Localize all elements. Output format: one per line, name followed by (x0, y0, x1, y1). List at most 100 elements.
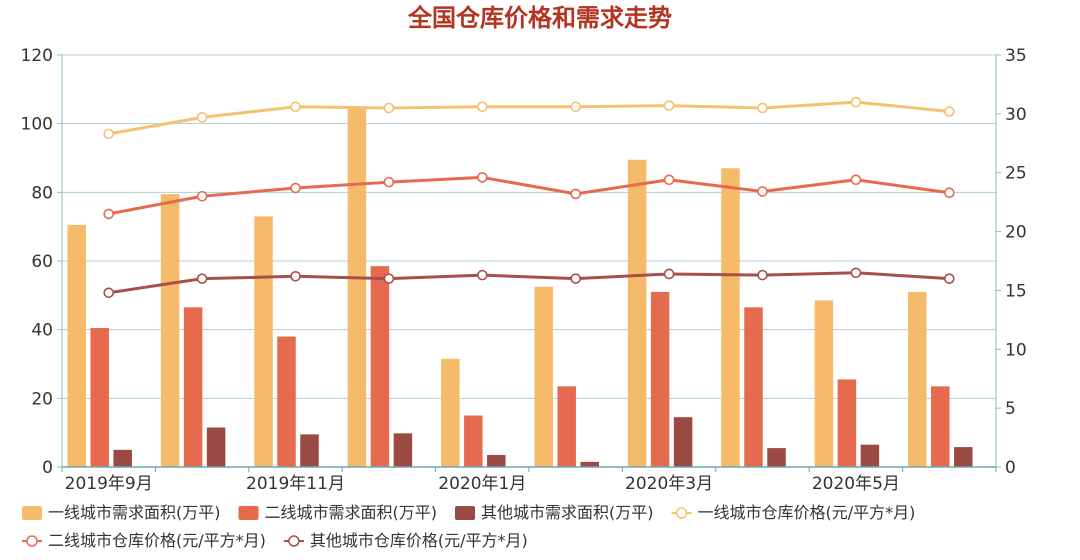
x-tick-label: 2020年1月 (438, 474, 526, 494)
line-point (290, 182, 301, 194)
bar (931, 386, 950, 467)
bar (744, 307, 763, 467)
bar (650, 291, 670, 467)
legend-swatch-point (26, 535, 38, 547)
axes: 0 20 40 60 80 100 120 0 5 10 15 20 25 30 35 2019年9月 2019… (21, 46, 1027, 494)
series-line (108, 271, 950, 295)
bar (67, 224, 86, 467)
bar (954, 447, 973, 467)
bar (370, 266, 390, 467)
line-point (943, 273, 955, 284)
line-point (383, 176, 395, 188)
bar (557, 386, 576, 467)
line-point (103, 208, 114, 220)
right-tick-label: 35 (1005, 46, 1027, 66)
line-point (290, 271, 301, 282)
line-point (570, 101, 582, 113)
x-tick-label: 2019年9月 (65, 474, 153, 494)
line-point (383, 102, 395, 114)
line-point (850, 267, 862, 279)
line-point (476, 172, 488, 183)
bar (487, 454, 506, 467)
bar (393, 433, 413, 467)
bar (277, 336, 296, 467)
bar (160, 194, 180, 468)
line-point (757, 269, 768, 281)
chart-title: 全国仓库价格和需求走势 (407, 4, 672, 32)
line-point (383, 273, 395, 284)
line-point (757, 186, 768, 197)
line-point (196, 190, 208, 202)
bar (860, 444, 880, 467)
left-tick-label: 120 (21, 46, 53, 66)
legend-swatch (22, 506, 42, 520)
legend-label: 一线城市仓库价格(元/平方*月) (698, 503, 916, 522)
line-point (757, 102, 768, 114)
bar (837, 379, 857, 467)
bar (721, 168, 740, 468)
x-tick-label: 2019年11月 (246, 474, 345, 494)
bars (67, 106, 973, 468)
legend-label: 其他城市仓库价格(元/平方*月) (310, 531, 528, 550)
line-point (663, 100, 675, 111)
bar (767, 448, 786, 467)
bar (627, 159, 647, 467)
line-point (196, 112, 208, 123)
left-tick-label: 20 (31, 389, 53, 409)
left-tick-label: 100 (21, 115, 53, 135)
legend: 一线城市需求面积(万平) 二线城市需求面积(万平) 其他城市需求面积(万平) 一线城市… (22, 503, 915, 550)
line-point (476, 269, 488, 281)
line-point (570, 273, 582, 284)
x-tick-label: 2020年3月 (625, 474, 713, 494)
bar (908, 291, 927, 467)
legend-label: 二线城市需求面积(万平) (265, 503, 438, 522)
line-point (850, 174, 862, 186)
line-point (103, 128, 114, 140)
left-tick-label: 80 (31, 183, 53, 203)
bar (90, 327, 109, 467)
legend-label: 二线城市仓库价格(元/平方*月) (48, 531, 266, 550)
bar (534, 286, 553, 467)
price-lines (103, 96, 955, 299)
right-tick-label: 0 (1005, 458, 1016, 478)
right-tick-label: 30 (1005, 105, 1027, 125)
legend-swatch-point (288, 535, 300, 547)
bar (673, 417, 693, 467)
line-point (103, 287, 114, 299)
line-point (943, 187, 955, 199)
bar (464, 415, 483, 467)
line-point (196, 273, 208, 284)
bar (300, 434, 319, 467)
line-point (570, 188, 582, 200)
bar (206, 427, 226, 467)
legend-swatch (455, 506, 475, 520)
line-point (663, 174, 675, 186)
series-line (108, 175, 950, 216)
left-tick-label: 40 (31, 321, 53, 341)
line-point (290, 101, 301, 113)
right-tick-label: 25 (1005, 164, 1027, 184)
line-point (663, 268, 675, 280)
line-point (476, 101, 488, 113)
left-tick-label: 60 (31, 252, 53, 272)
legend-label: 一线城市需求面积(万平) (48, 503, 221, 522)
right-tick-label: 10 (1005, 340, 1027, 360)
right-tick-label: 15 (1005, 281, 1027, 301)
bar (441, 358, 460, 467)
legend-swatch (238, 506, 259, 520)
line-point (943, 106, 955, 117)
bar (580, 461, 599, 467)
x-tick-label: 2020年5月 (812, 474, 900, 494)
legend-label: 其他城市需求面积(万平) (481, 503, 654, 522)
right-tick-label: 5 (1005, 399, 1016, 419)
bar (254, 216, 273, 467)
series-line (108, 100, 950, 136)
bar (183, 307, 203, 467)
left-tick-label: 0 (42, 458, 53, 478)
bar (814, 300, 834, 467)
legend-swatch-point (675, 507, 688, 519)
bar (347, 106, 367, 467)
bar (113, 449, 132, 467)
right-tick-label: 20 (1005, 223, 1027, 243)
